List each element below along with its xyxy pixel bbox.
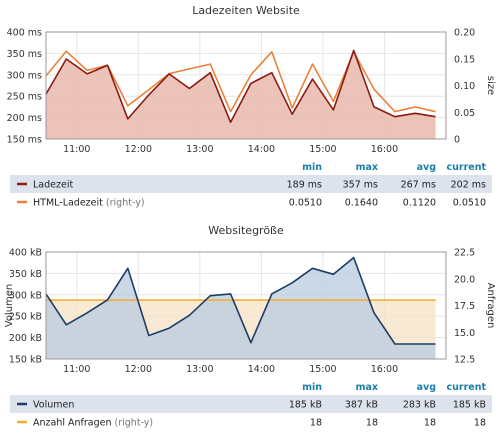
ytick-label: 350 kB	[9, 269, 42, 280]
y2tick-label: 0	[454, 135, 460, 146]
series-area-0	[46, 50, 436, 139]
xtick-label: 15:00	[309, 364, 336, 375]
legend-series-name: Volumen	[33, 400, 74, 411]
y2tick-label: 12.5	[454, 355, 475, 366]
legend-value: 0.1120	[403, 198, 436, 209]
y2tick-label: 0.05	[454, 108, 475, 119]
legend-series-suffix: (right-y)	[103, 198, 145, 209]
y2tick-label: 0.20	[454, 28, 475, 39]
xtick-label: 14:00	[248, 364, 275, 375]
y2tick-label: 17.5	[454, 301, 475, 312]
legend-row: HTML-Ladezeit (right-y) 0.0510 0.1640 0.112…	[10, 193, 492, 211]
legend-series-name-text: Ladezeit	[33, 180, 73, 191]
chart-title: Ladezeiten Website	[192, 4, 300, 17]
xtick-label: 12:00	[125, 144, 152, 155]
ytick-label: 250 kB	[9, 312, 42, 323]
legend-series-name: Ladezeit	[33, 180, 73, 191]
chart-title: Websitegröße	[208, 224, 284, 237]
legend-row-bg	[10, 193, 492, 211]
series-line-0	[45, 49, 436, 124]
legend-value: 0.1640	[345, 198, 378, 209]
legend-value: 18	[474, 418, 486, 429]
y-axis-title: Volumen	[4, 284, 15, 328]
legend-row: Ladezeit 189 ms 357 ms 267 ms 202 ms	[10, 175, 492, 193]
ytick-label: 200 kB	[9, 333, 42, 344]
xtick-label: 16:00	[371, 144, 398, 155]
series-line-0	[45, 256, 436, 345]
xtick-label: 13:00	[186, 144, 213, 155]
legend-header: min	[302, 382, 322, 393]
xtick-label: 13:00	[186, 364, 213, 375]
chart-2: Websitegröße 150 kB 200 kB 250 kB 300 kB 350 …	[4, 224, 496, 431]
legend-value: 283 kB	[403, 400, 436, 411]
xtick-label: 14:00	[248, 144, 275, 155]
legend-series-name: Anzahl Anfragen (right-y)	[33, 418, 153, 429]
legend-value: 202 ms	[451, 180, 486, 191]
legend-value: 18	[310, 418, 322, 429]
xtick-label: 16:00	[371, 364, 398, 375]
xtick-label: 12:00	[125, 364, 152, 375]
ytick-label: 250 ms	[7, 92, 42, 103]
legend-header: current	[446, 382, 486, 393]
legend-value: 0.0510	[289, 198, 322, 209]
legend-series-name-text: Volumen	[33, 400, 74, 411]
legend-value: 387 kB	[345, 400, 378, 411]
xtick-label: 15:00	[309, 144, 336, 155]
legend-value: 18	[424, 418, 436, 429]
legend-row-bg	[10, 395, 492, 413]
xtick-label: 11:00	[63, 364, 90, 375]
plot-border	[45, 31, 447, 140]
legend-row: Anzahl Anfragen (right-y) 18 18 18 18	[10, 413, 492, 431]
y2tick-label: 20.0	[454, 274, 475, 285]
ytick-label: 400 ms	[7, 28, 42, 39]
ytick-label: 200 ms	[7, 113, 42, 124]
legend-value: 185 kB	[453, 400, 486, 411]
legend-row: Volumen 185 kB 387 kB 283 kB 185 kB	[10, 395, 492, 413]
legend-row-bg	[10, 175, 492, 193]
y2tick-label: 0.15	[454, 54, 475, 65]
legend-header: max	[356, 162, 378, 173]
legend-header: current	[446, 162, 486, 173]
ytick-label: 350 ms	[7, 49, 42, 60]
legend-value: 267 ms	[401, 180, 436, 191]
legend-value: 0.0510	[453, 198, 486, 209]
legend-series-name: HTML-Ladezeit (right-y)	[33, 198, 145, 209]
ytick-label: 300 ms	[7, 70, 42, 81]
legend-header: min	[302, 162, 322, 173]
legend-series-suffix: (right-y)	[112, 418, 154, 429]
legend-table: min max avg current Ladezeit 189 ms 357 ms 267 …	[10, 162, 492, 211]
ytick-label: 150 ms	[7, 135, 42, 146]
legend-value: 18	[366, 418, 378, 429]
legend-value: 357 ms	[343, 180, 378, 191]
ytick-label: 400 kB	[9, 248, 42, 259]
legend-value: 189 ms	[287, 180, 322, 191]
legend-series-name-text: HTML-Ladezeit	[33, 198, 103, 209]
y2-axis-title: size	[485, 76, 496, 95]
plot-border	[45, 251, 447, 360]
chart-1: Ladezeiten Website 150 ms 200 ms 250 ms 300 …	[7, 4, 496, 211]
legend-header: avg	[417, 382, 436, 393]
legend-value: 185 kB	[289, 400, 322, 411]
ytick-label: 300 kB	[9, 290, 42, 301]
legend-header: max	[356, 382, 378, 393]
legend-series-name-text: Anzahl Anfragen	[33, 418, 112, 429]
y2tick-label: 22.5	[454, 248, 475, 259]
y2-axis-title: Anfragen	[485, 283, 496, 329]
xtick-label: 11:00	[63, 144, 90, 155]
ytick-label: 150 kB	[9, 355, 42, 366]
y2tick-label: 15.0	[454, 328, 475, 339]
legend-header: avg	[417, 162, 436, 173]
y2tick-label: 0.10	[454, 81, 475, 92]
legend-table: min max avg current Volumen 185 kB 387 kB 283 k…	[10, 382, 492, 431]
series-line-1	[45, 50, 436, 113]
legend-row-bg	[10, 413, 492, 431]
series-area-0	[46, 257, 436, 359]
